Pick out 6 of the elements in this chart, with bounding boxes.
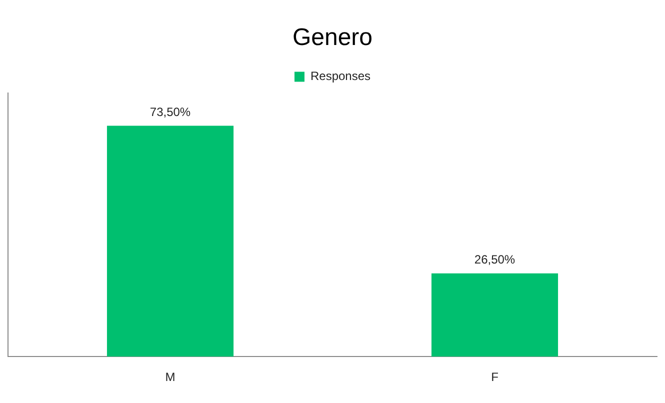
chart-title: Genero [292, 24, 373, 52]
data-label: 73,50% [150, 105, 191, 120]
data-label: 26,50% [474, 252, 516, 267]
x-tick-label: F [491, 370, 498, 384]
legend-label: Responses [310, 69, 371, 84]
x-tick-label: M [165, 370, 176, 384]
